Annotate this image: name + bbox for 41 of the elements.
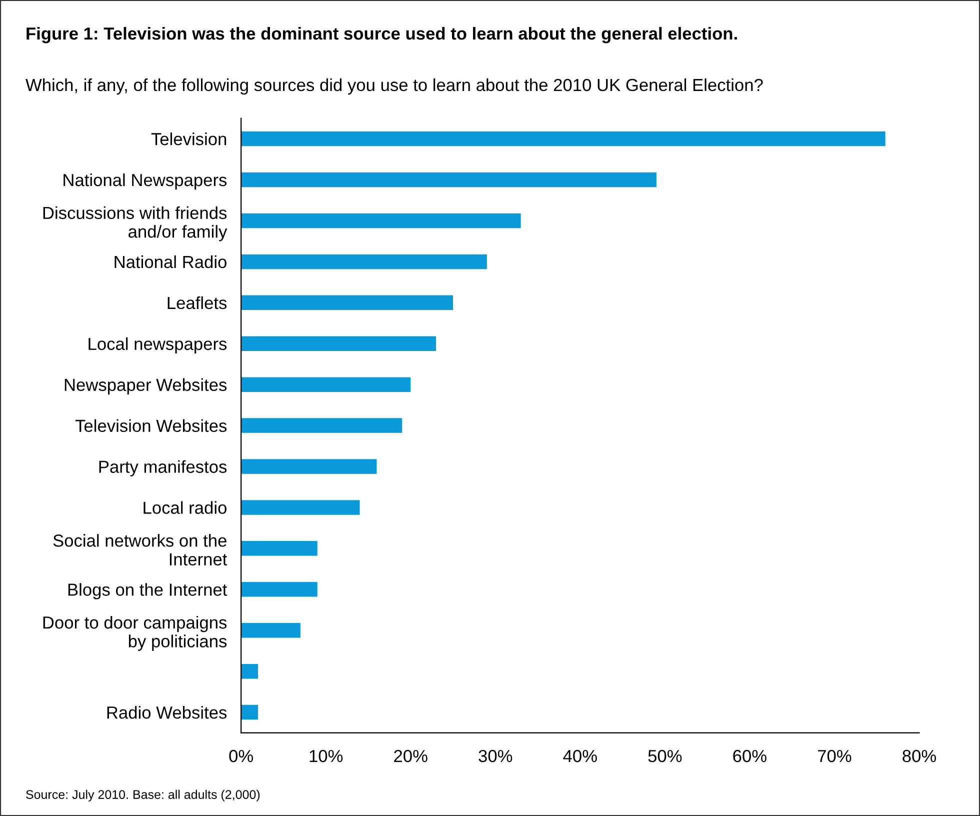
x-tick-label: 50% (648, 750, 682, 762)
bar (241, 622, 300, 638)
x-tick-label: 20% (394, 750, 428, 762)
bar (241, 704, 258, 720)
bar (241, 582, 318, 597)
y-tick-label: Television Websites (75, 419, 227, 432)
source-note: Source: July 2010. Base: all adults (2,000) (26, 790, 260, 802)
x-tick-label: 80% (902, 750, 936, 762)
bar (241, 131, 886, 146)
y-tick-label: Blogs on the Internet (68, 583, 228, 600)
y-tick-label: Discussions with friends and/or family (43, 206, 228, 242)
x-tick-label: 40% (563, 750, 597, 762)
y-tick-label: Radio Websites (107, 706, 227, 719)
y-tick-label: National Radio (114, 255, 226, 268)
bar (241, 336, 436, 351)
bar (241, 541, 318, 556)
y-tick-label: Newspaper Websites (64, 378, 227, 394)
y-tick-label: Party manifestos (99, 460, 227, 476)
bar (241, 500, 360, 515)
y-tick-label: Door to door campaigns by politicians (43, 616, 227, 651)
bar (241, 172, 656, 188)
bar (241, 418, 402, 433)
bar (241, 213, 521, 228)
y-tick-label: Leaflets (168, 296, 227, 310)
x-tick-label: 30% (478, 750, 512, 762)
y-tick-label: Local radio (144, 501, 226, 514)
x-tick-label: 70% (818, 750, 852, 762)
x-tick-label: 60% (733, 750, 766, 762)
bar (241, 377, 411, 392)
y-tick-label: Local newspapers (88, 337, 227, 354)
y-tick-label: Social networks on the Internet (53, 534, 228, 566)
y-tick-label: National Newspapers (64, 173, 227, 190)
bar (241, 295, 454, 310)
chart-title: Figure 1: Television was the dominant source used to learn about the general election. (26, 26, 737, 44)
chart-subtitle: Which, if any, of the following sources did you use to learn about the 2010 UK General Election? (26, 78, 763, 95)
bar (241, 254, 487, 270)
x-tick-label: 10% (310, 750, 343, 762)
bar (241, 459, 377, 474)
x-tick-label: 0% (229, 750, 254, 762)
bar (241, 664, 258, 679)
y-tick-label: Television (151, 132, 226, 146)
